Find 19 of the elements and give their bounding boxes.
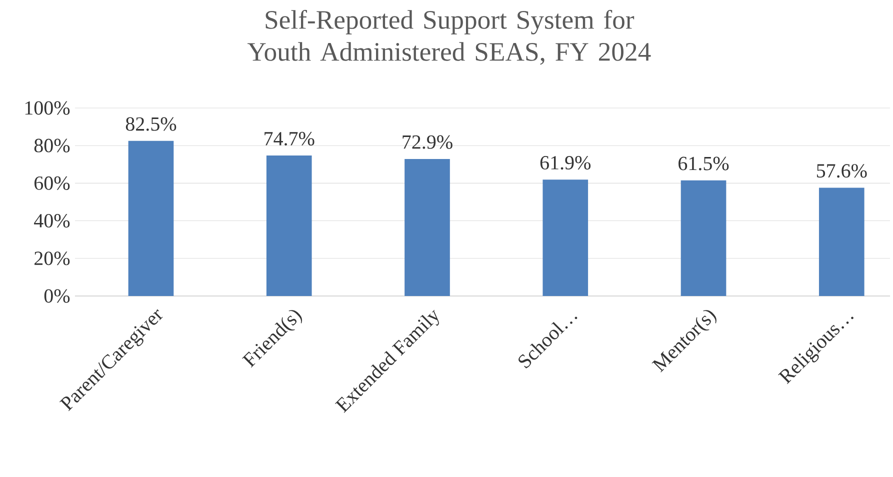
y-tick-label: 20% bbox=[34, 252, 70, 266]
bar bbox=[128, 140, 174, 296]
y-tick-label: 60% bbox=[34, 176, 70, 190]
data-label: 61.9% bbox=[540, 156, 591, 170]
data-label: 61.5% bbox=[678, 156, 729, 170]
chart-title: Self-Reported Support System for Youth Administered SEAS, FY 2024 bbox=[247, 10, 651, 65]
data-label: 72.9% bbox=[402, 135, 452, 149]
data-label: 82.5% bbox=[126, 117, 176, 131]
y-tick-label: 80% bbox=[34, 138, 70, 152]
data-label: 74.7% bbox=[264, 132, 314, 146]
bar bbox=[542, 180, 588, 296]
y-tick-label: 40% bbox=[34, 214, 70, 228]
y-tick-label: 100% bbox=[25, 101, 70, 115]
data-label: 57.6% bbox=[816, 164, 867, 178]
bar bbox=[266, 156, 312, 296]
bar bbox=[818, 188, 864, 296]
bar bbox=[404, 158, 450, 296]
bar bbox=[680, 180, 726, 296]
y-tick-label: 0% bbox=[44, 289, 70, 303]
